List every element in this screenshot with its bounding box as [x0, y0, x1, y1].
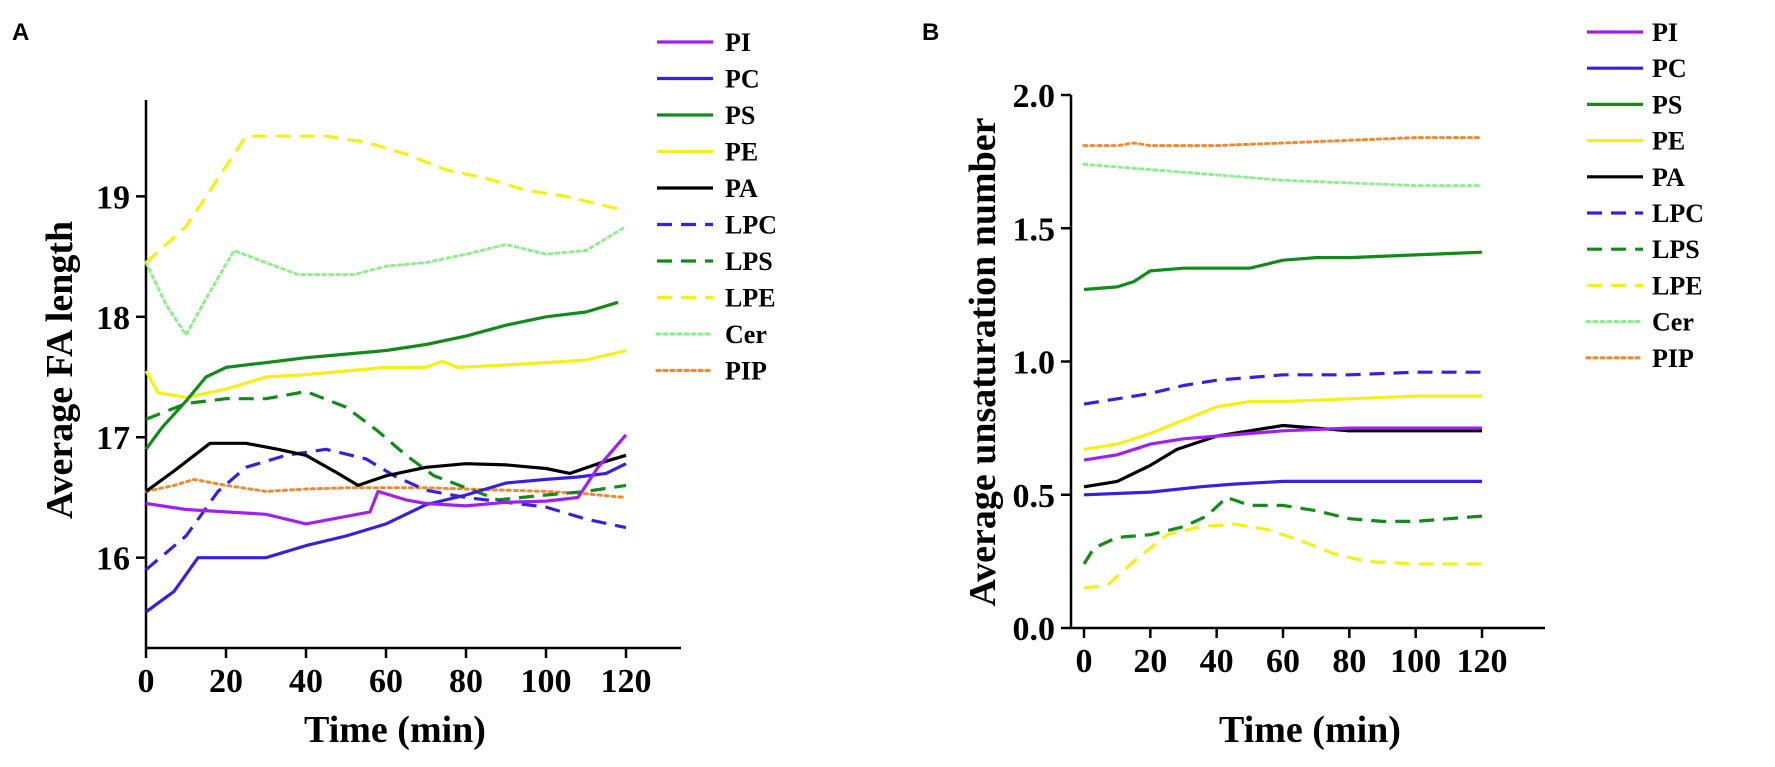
panel-b-x-tick-label: 100: [1390, 643, 1441, 680]
panel-b-series-lps: [1082, 495, 1483, 565]
panel-b-legend-label-pa: PA: [1652, 163, 1685, 192]
panel-b-series-ps: [1083, 250, 1483, 292]
panel-a-legend-label-pe: PE: [725, 138, 758, 167]
panel-a-series-pi: [145, 433, 628, 526]
panel-b-series-pip: [1082, 136, 1484, 148]
panel-a-y-tick-label: 18: [96, 300, 130, 337]
panel-b-series-lpe: [1083, 522, 1482, 590]
panel-b-series-pc: [1083, 479, 1482, 497]
panel-b-legend-label-lpe: LPE: [1652, 271, 1703, 300]
panel-b-legend-label-pip: PIP: [1652, 344, 1694, 373]
panel-a-y-axis-title: Average FA length: [39, 221, 81, 519]
panel-b-legend: PI PC PS PE PA LPC LPS LPE Cer PIP: [1585, 18, 1704, 373]
panel-b-series-cer: [1082, 162, 1484, 188]
panel-b-legend-label-lpc: LPC: [1652, 199, 1704, 228]
panel-a-x-tick-label: 0: [138, 663, 155, 700]
panel-b-y-tick-label: 2.0: [1013, 78, 1056, 115]
panel-b-series-pa: [1083, 423, 1482, 489]
panel-a-series-lpe: [144, 134, 627, 264]
panel-a-x-tick-label: 80: [449, 663, 483, 700]
panel-b-legend-label-pi: PI: [1652, 18, 1678, 47]
panel-a-legend-label-pip: PIP: [725, 357, 767, 386]
panel-b-x-tick-label: 0: [1076, 643, 1093, 680]
panel-a-legend-label-cer: Cer: [725, 320, 767, 349]
panel-a-series-pc: [145, 462, 627, 614]
panel-b-x-tick-label: 40: [1200, 643, 1234, 680]
panel-b-x-tick-label: 20: [1133, 643, 1167, 680]
panel-a-series-ps: [144, 300, 619, 451]
panel-a-legend: PI PC PS PE PA LPC LPS LPE Cer PIP: [655, 28, 777, 386]
panel-a-legend-label-pa: PA: [725, 174, 758, 203]
panel-a-x-tick-label: 60: [369, 663, 403, 700]
panel-b-legend-label-pc: PC: [1652, 54, 1687, 83]
panel-b-x-tick-label: 80: [1332, 643, 1366, 680]
panel-b-series-lpc: [1083, 370, 1482, 406]
panel-a-x-tick-label: 20: [209, 663, 243, 700]
panel-b-series-pi: [1083, 426, 1482, 462]
panel-a-y-tick-label: 16: [96, 541, 130, 578]
panel-b-legend-label-ps: PS: [1652, 90, 1682, 119]
panel-b-letter: B: [922, 19, 939, 46]
panel-b-x-axis-title: Time (min): [1219, 709, 1401, 751]
panel-a-x-tick-label: 40: [289, 663, 323, 700]
panel-b-x-tick-label: 120: [1457, 643, 1508, 680]
panel-a-x-tick-label: 100: [521, 663, 572, 700]
panel-b-y-tick-label: 1.5: [1013, 211, 1056, 248]
panel-b-y-axis-title: Average unsaturation number: [962, 117, 1004, 606]
panel-a-x-axis-title: Time (min): [304, 709, 486, 751]
panel-a-series-pa: [145, 441, 627, 493]
panel-a-legend-label-lpc: LPC: [725, 211, 777, 240]
panel-a-x-tick-label: 120: [601, 663, 652, 700]
panel-a-chart: A 16 17 18 19 0 20 40 60 80 100 120 Time (min) Av…: [12, 19, 777, 751]
panel-a-legend-label-pi: PI: [725, 28, 751, 57]
panel-a-series-pip: [144, 477, 628, 499]
panel-b-y-tick-label: 0.0: [1013, 611, 1056, 648]
panel-b-legend-label-lps: LPS: [1652, 235, 1700, 264]
panel-a-legend-label-ps: PS: [725, 101, 755, 130]
panel-b-legend-label-cer: Cer: [1652, 308, 1694, 337]
panel-b-series-pe: [1083, 394, 1482, 451]
panel-a-series-lpc: [144, 447, 627, 571]
panel-a-plot-area: 16 17 18 19 0 20 40 60 80 100 120: [96, 100, 681, 700]
panel-a-y-tick-label: 19: [96, 179, 130, 216]
panel-b-x-tick-label: 60: [1266, 643, 1300, 680]
panel-a-letter: A: [12, 19, 29, 46]
panel-a-series-cer: [144, 225, 628, 337]
panel-b-y-tick-label: 1.0: [1013, 345, 1056, 382]
panel-a-series-lps: [145, 389, 627, 502]
panel-b-y-tick-label: 0.5: [1013, 478, 1056, 515]
panel-b-plot-area: 0.0 0.5 1.0 1.5 2.0 0 20 40 60 80 100 120: [1013, 78, 1545, 680]
panel-a-legend-label-lps: LPS: [725, 247, 773, 276]
panel-a-y-tick-label: 17: [96, 420, 130, 457]
panel-a-legend-label-pc: PC: [725, 65, 760, 94]
panel-b-legend-label-pe: PE: [1652, 127, 1685, 156]
panel-a-series-pe: [144, 348, 627, 400]
panel-b-chart: B 0.0 0.5 1.0 1.5 2.0 0 20 40 60 80 100 120 Time (…: [922, 18, 1704, 751]
panel-a-legend-label-lpe: LPE: [725, 284, 776, 313]
